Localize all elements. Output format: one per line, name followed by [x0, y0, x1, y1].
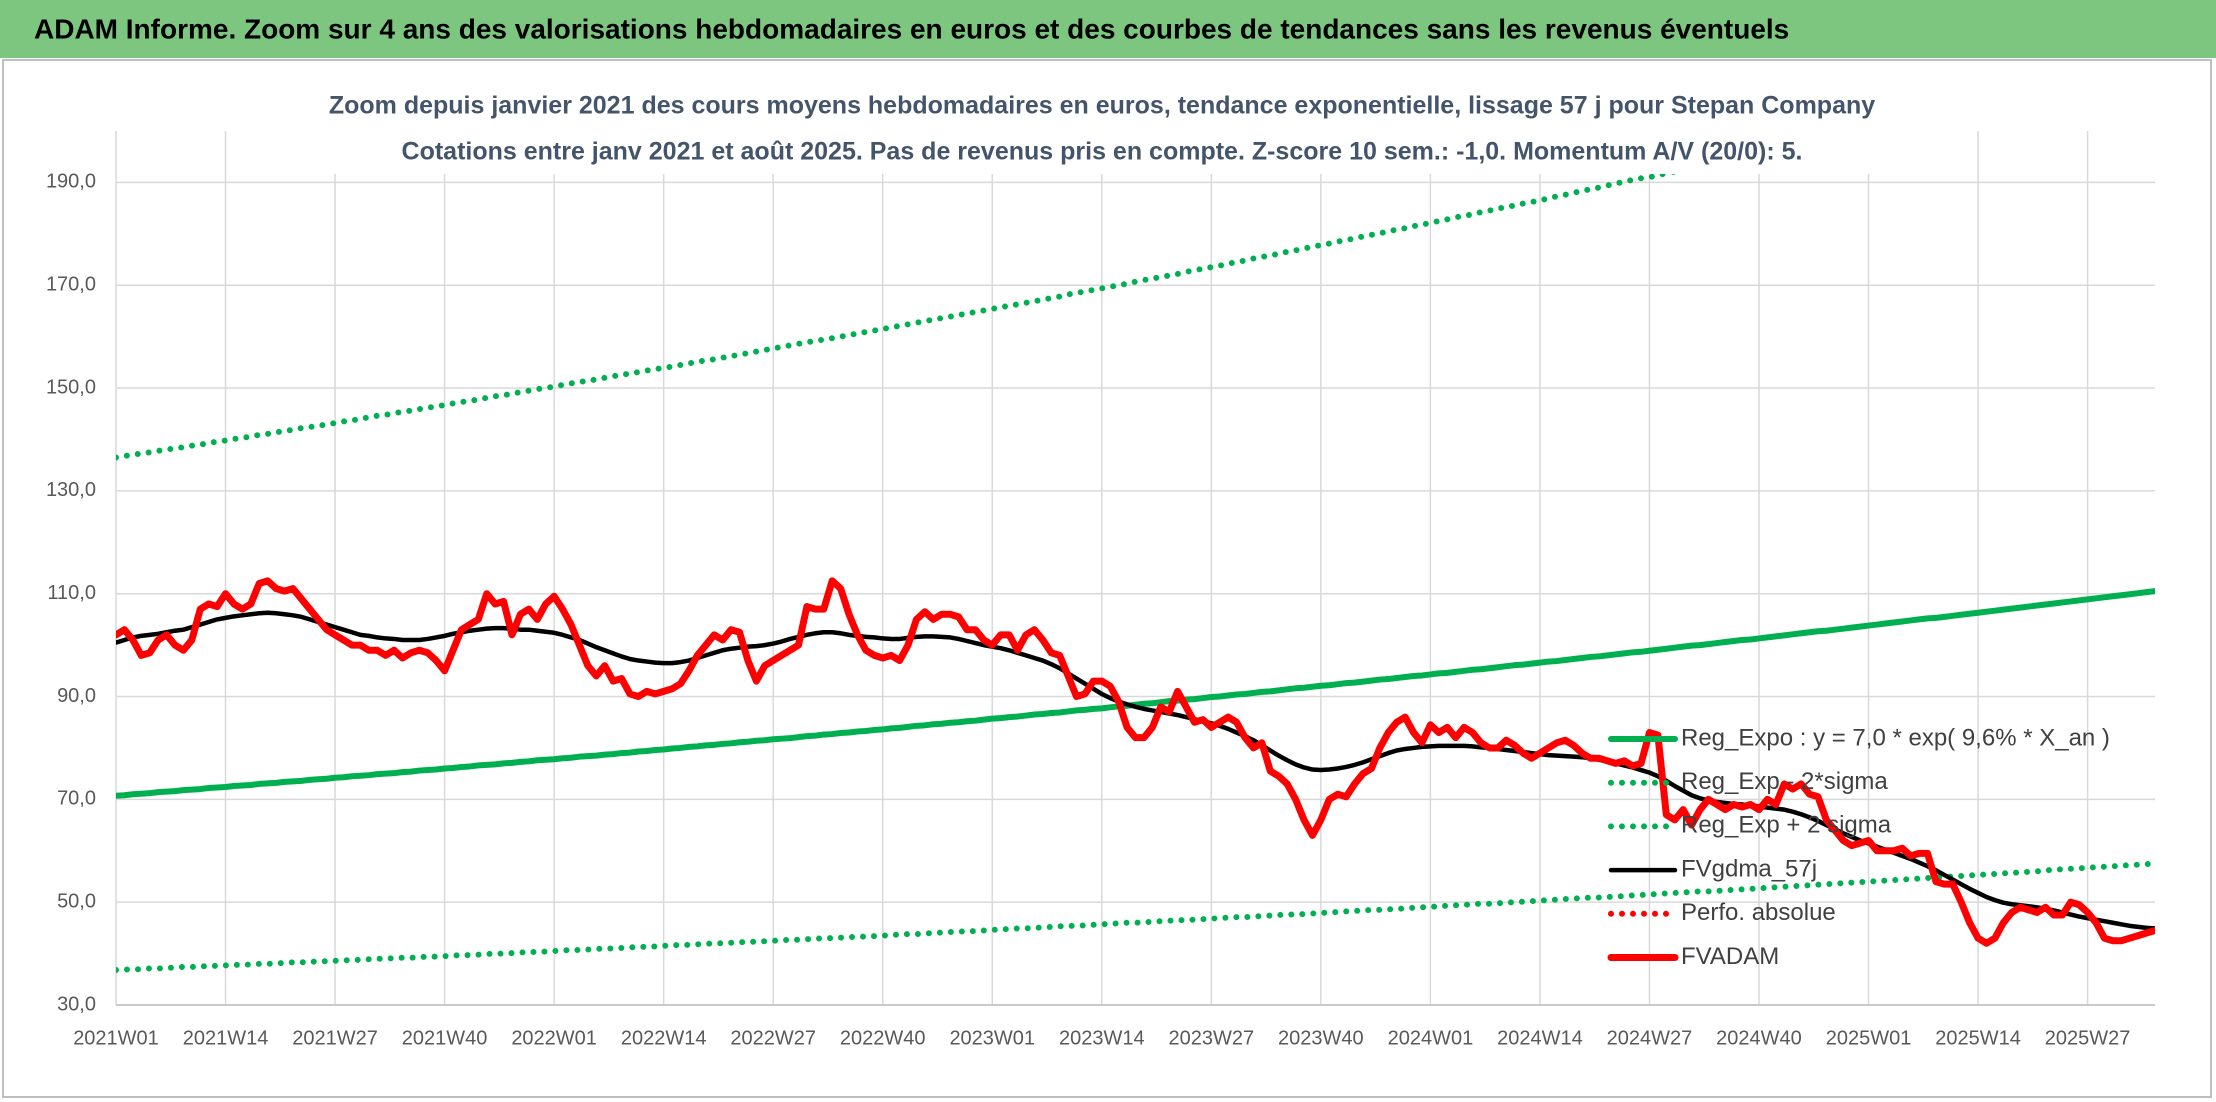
- x-tick-label: 2024W01: [1388, 1027, 1474, 1049]
- x-tick-label: 2025W01: [1826, 1027, 1912, 1049]
- title-box: [325, 86, 1880, 174]
- chart-title: Zoom depuis janvier 2021 des cours moyen…: [329, 92, 1875, 120]
- series-line: [116, 577, 2155, 947]
- chart-panel: [2, 59, 2212, 1098]
- legend-label: Reg_Exp + 2 sigma: [1681, 812, 1892, 839]
- legend-label: Perfo. absolue: [1681, 899, 1836, 926]
- header-title: ADAM Informe. Zoom sur 4 ans des valoris…: [34, 13, 1789, 44]
- x-tick-label: 2021W40: [402, 1027, 488, 1049]
- legend-label: FVgdma_57j: [1681, 855, 1817, 882]
- axes: 30,0 50,0 70,0 90,0 110,0 130,0 150,0 170,0 190,…: [46, 171, 2155, 1049]
- x-tick-label: 2024W27: [1607, 1027, 1693, 1049]
- y-tick-label: 150,0: [46, 376, 96, 398]
- series-line: [116, 860, 2155, 974]
- x-tick-label: 2022W40: [840, 1027, 926, 1049]
- y-tick-label: 30,0: [57, 993, 96, 1015]
- y-tick-label: 70,0: [57, 788, 96, 810]
- y-tick-label: 110,0: [47, 582, 96, 604]
- y-tick-label: 190,0: [46, 171, 96, 193]
- x-tick-label: 2022W01: [511, 1027, 597, 1049]
- legend-label: Reg_Expo : y = 7,0 * exp( 9,6% * X_an ): [1681, 724, 2110, 751]
- grid: [115, 131, 2155, 1006]
- x-tick-label: 2021W27: [292, 1027, 378, 1049]
- x-tick-label: 2024W14: [1497, 1027, 1583, 1049]
- x-tick-label: 2022W14: [621, 1027, 707, 1049]
- x-tick-label: 2023W14: [1059, 1027, 1145, 1049]
- x-tick-label: 2025W27: [2045, 1027, 2131, 1049]
- x-tick-label: 2025W14: [1935, 1027, 2021, 1049]
- series-line: [116, 610, 2155, 931]
- y-tick-label: 50,0: [57, 890, 96, 912]
- header-bar: [0, 0, 2216, 58]
- legend-label: FVADAM: [1681, 943, 1779, 970]
- legend: Reg_Expo : y = 7,0 * exp( 9,6% * X_an ) R…: [1607, 724, 2110, 970]
- y-tick-label: 130,0: [46, 479, 96, 501]
- x-tick-label: 2023W40: [1278, 1027, 1364, 1049]
- legend-label: Reg_Exp - 2*sigma: [1681, 768, 1888, 795]
- x-tick-label: 2023W27: [1169, 1027, 1255, 1049]
- y-tick-label: 90,0: [57, 685, 96, 707]
- x-tick-label: 2021W14: [183, 1027, 269, 1049]
- y-tick-label: 170,0: [46, 274, 96, 296]
- x-tick-label: 2021W01: [73, 1027, 159, 1049]
- x-tick-label: 2022W27: [730, 1027, 816, 1049]
- x-tick-label: 2024W40: [1716, 1027, 1802, 1049]
- chart-subtitle: Cotations entre janv 2021 et août 2025. …: [402, 138, 1803, 166]
- x-tick-label: 2023W01: [949, 1027, 1035, 1049]
